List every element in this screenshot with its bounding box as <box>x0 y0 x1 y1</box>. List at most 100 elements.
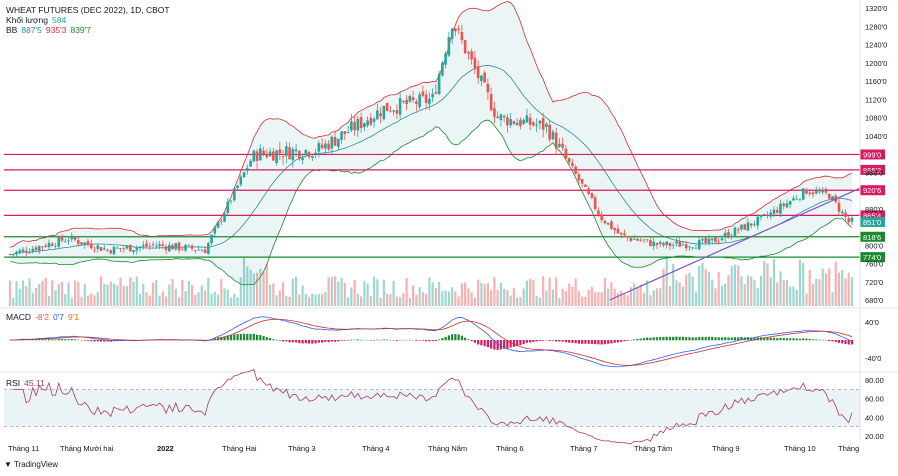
volume-bar <box>135 276 138 306</box>
macd-hist-bar <box>457 334 460 341</box>
volume-bar <box>340 277 343 306</box>
volume-bar <box>99 276 103 306</box>
volume-bar <box>12 297 15 306</box>
candle-body <box>275 150 278 164</box>
tradingview-logo[interactable]: ▼ TradingView <box>4 460 58 469</box>
volume-bar <box>577 291 581 306</box>
macd-hist-bar <box>811 339 815 341</box>
bb-upper: 935'3 <box>45 25 67 35</box>
volume-bar <box>171 278 174 306</box>
volume-bar <box>226 289 229 306</box>
macd-hist-bar <box>636 339 639 341</box>
macd-hist-bar <box>259 335 262 341</box>
volume-bar <box>519 297 522 306</box>
macd-hist-bar <box>86 340 90 341</box>
candle-body <box>63 241 67 243</box>
macd-hist-bar <box>623 340 626 342</box>
candle-body <box>723 232 727 238</box>
candle-body <box>112 246 116 255</box>
candle-body <box>122 248 126 249</box>
volume-bar <box>483 284 486 306</box>
y-tick-label: 880'0 <box>865 205 883 214</box>
macd-hist-bar <box>750 337 753 341</box>
candle-body <box>450 28 454 40</box>
macd-hist-bar <box>425 340 428 342</box>
candle-body <box>691 247 695 249</box>
x-tick-label: Tháng Tám <box>634 444 672 453</box>
volume-bar <box>421 292 424 306</box>
volume-bar <box>210 293 213 306</box>
candle-body <box>174 243 178 250</box>
macd-hist-bar <box>473 340 476 343</box>
volume-bar <box>142 283 145 306</box>
volume-bar <box>733 264 737 306</box>
candle-body <box>493 108 496 117</box>
rsi-tick-label: 60.00 <box>865 395 884 404</box>
volume-bar <box>356 293 359 306</box>
macd-hist-bar <box>77 339 80 341</box>
candle-body <box>662 242 665 246</box>
bb-basis-line <box>9 65 853 255</box>
volume-bar <box>568 283 571 306</box>
candle-body <box>772 209 776 214</box>
macd-hist-bar <box>821 339 824 341</box>
macd-hist-bar <box>246 333 249 341</box>
macd-hist-bar <box>720 337 724 341</box>
candle-body <box>246 167 249 171</box>
macd-hist-bar <box>694 337 698 341</box>
candle-body <box>304 149 308 156</box>
candle-body <box>167 245 171 252</box>
volume-bar <box>145 292 148 306</box>
volume-bar <box>291 278 294 306</box>
macd-hist-bar <box>831 340 834 342</box>
candle-body <box>102 248 106 250</box>
volume-bar <box>662 268 665 306</box>
volume-bar <box>460 283 463 306</box>
candle-body <box>580 178 584 184</box>
volume-bar <box>125 285 129 306</box>
volume-bar <box>477 279 480 306</box>
volume-bar <box>184 291 187 306</box>
macd-hist-bar <box>395 340 398 341</box>
macd-hist-bar <box>607 340 610 344</box>
candle-body <box>311 156 314 158</box>
candle-body <box>532 122 535 126</box>
macd-hist-bar <box>431 340 434 342</box>
volume-bar <box>347 297 350 306</box>
volume-bar <box>769 277 772 306</box>
macd-hist-bar <box>701 336 704 341</box>
macd-hist-bar <box>265 337 268 341</box>
candle-body <box>28 252 31 254</box>
candle-body <box>281 156 285 158</box>
x-tick-label: Tháng 7 <box>570 444 598 453</box>
candle-body <box>307 152 311 157</box>
candle-body <box>779 203 782 214</box>
candle-body <box>847 218 851 223</box>
macd-hist-bar <box>649 337 652 341</box>
macd-hist-bar <box>662 336 665 341</box>
volume-bar <box>467 288 470 306</box>
candle-body <box>408 95 412 102</box>
volume-bar <box>447 291 450 306</box>
volume-bar <box>360 296 363 306</box>
volume-bar <box>281 282 285 306</box>
macd-hist-bar <box>538 340 542 341</box>
macd-hist-bar <box>434 340 437 342</box>
candle-body <box>317 143 321 152</box>
macd-hist-bar <box>561 340 564 342</box>
candle-body <box>629 237 633 241</box>
volume-bar <box>239 277 242 306</box>
volume-bar <box>649 295 652 306</box>
candle-body <box>161 244 165 246</box>
volume-bar <box>665 256 668 306</box>
candle-body <box>128 244 132 252</box>
macd-hist-bar <box>324 340 327 343</box>
candle-body <box>457 28 460 30</box>
volume-bar <box>223 288 226 306</box>
macd-hist-bar <box>330 340 333 342</box>
macd-hist-bar <box>64 339 67 341</box>
volume-bar <box>464 282 467 306</box>
macd-hist-bar <box>756 337 759 341</box>
volume-bar <box>96 292 99 306</box>
